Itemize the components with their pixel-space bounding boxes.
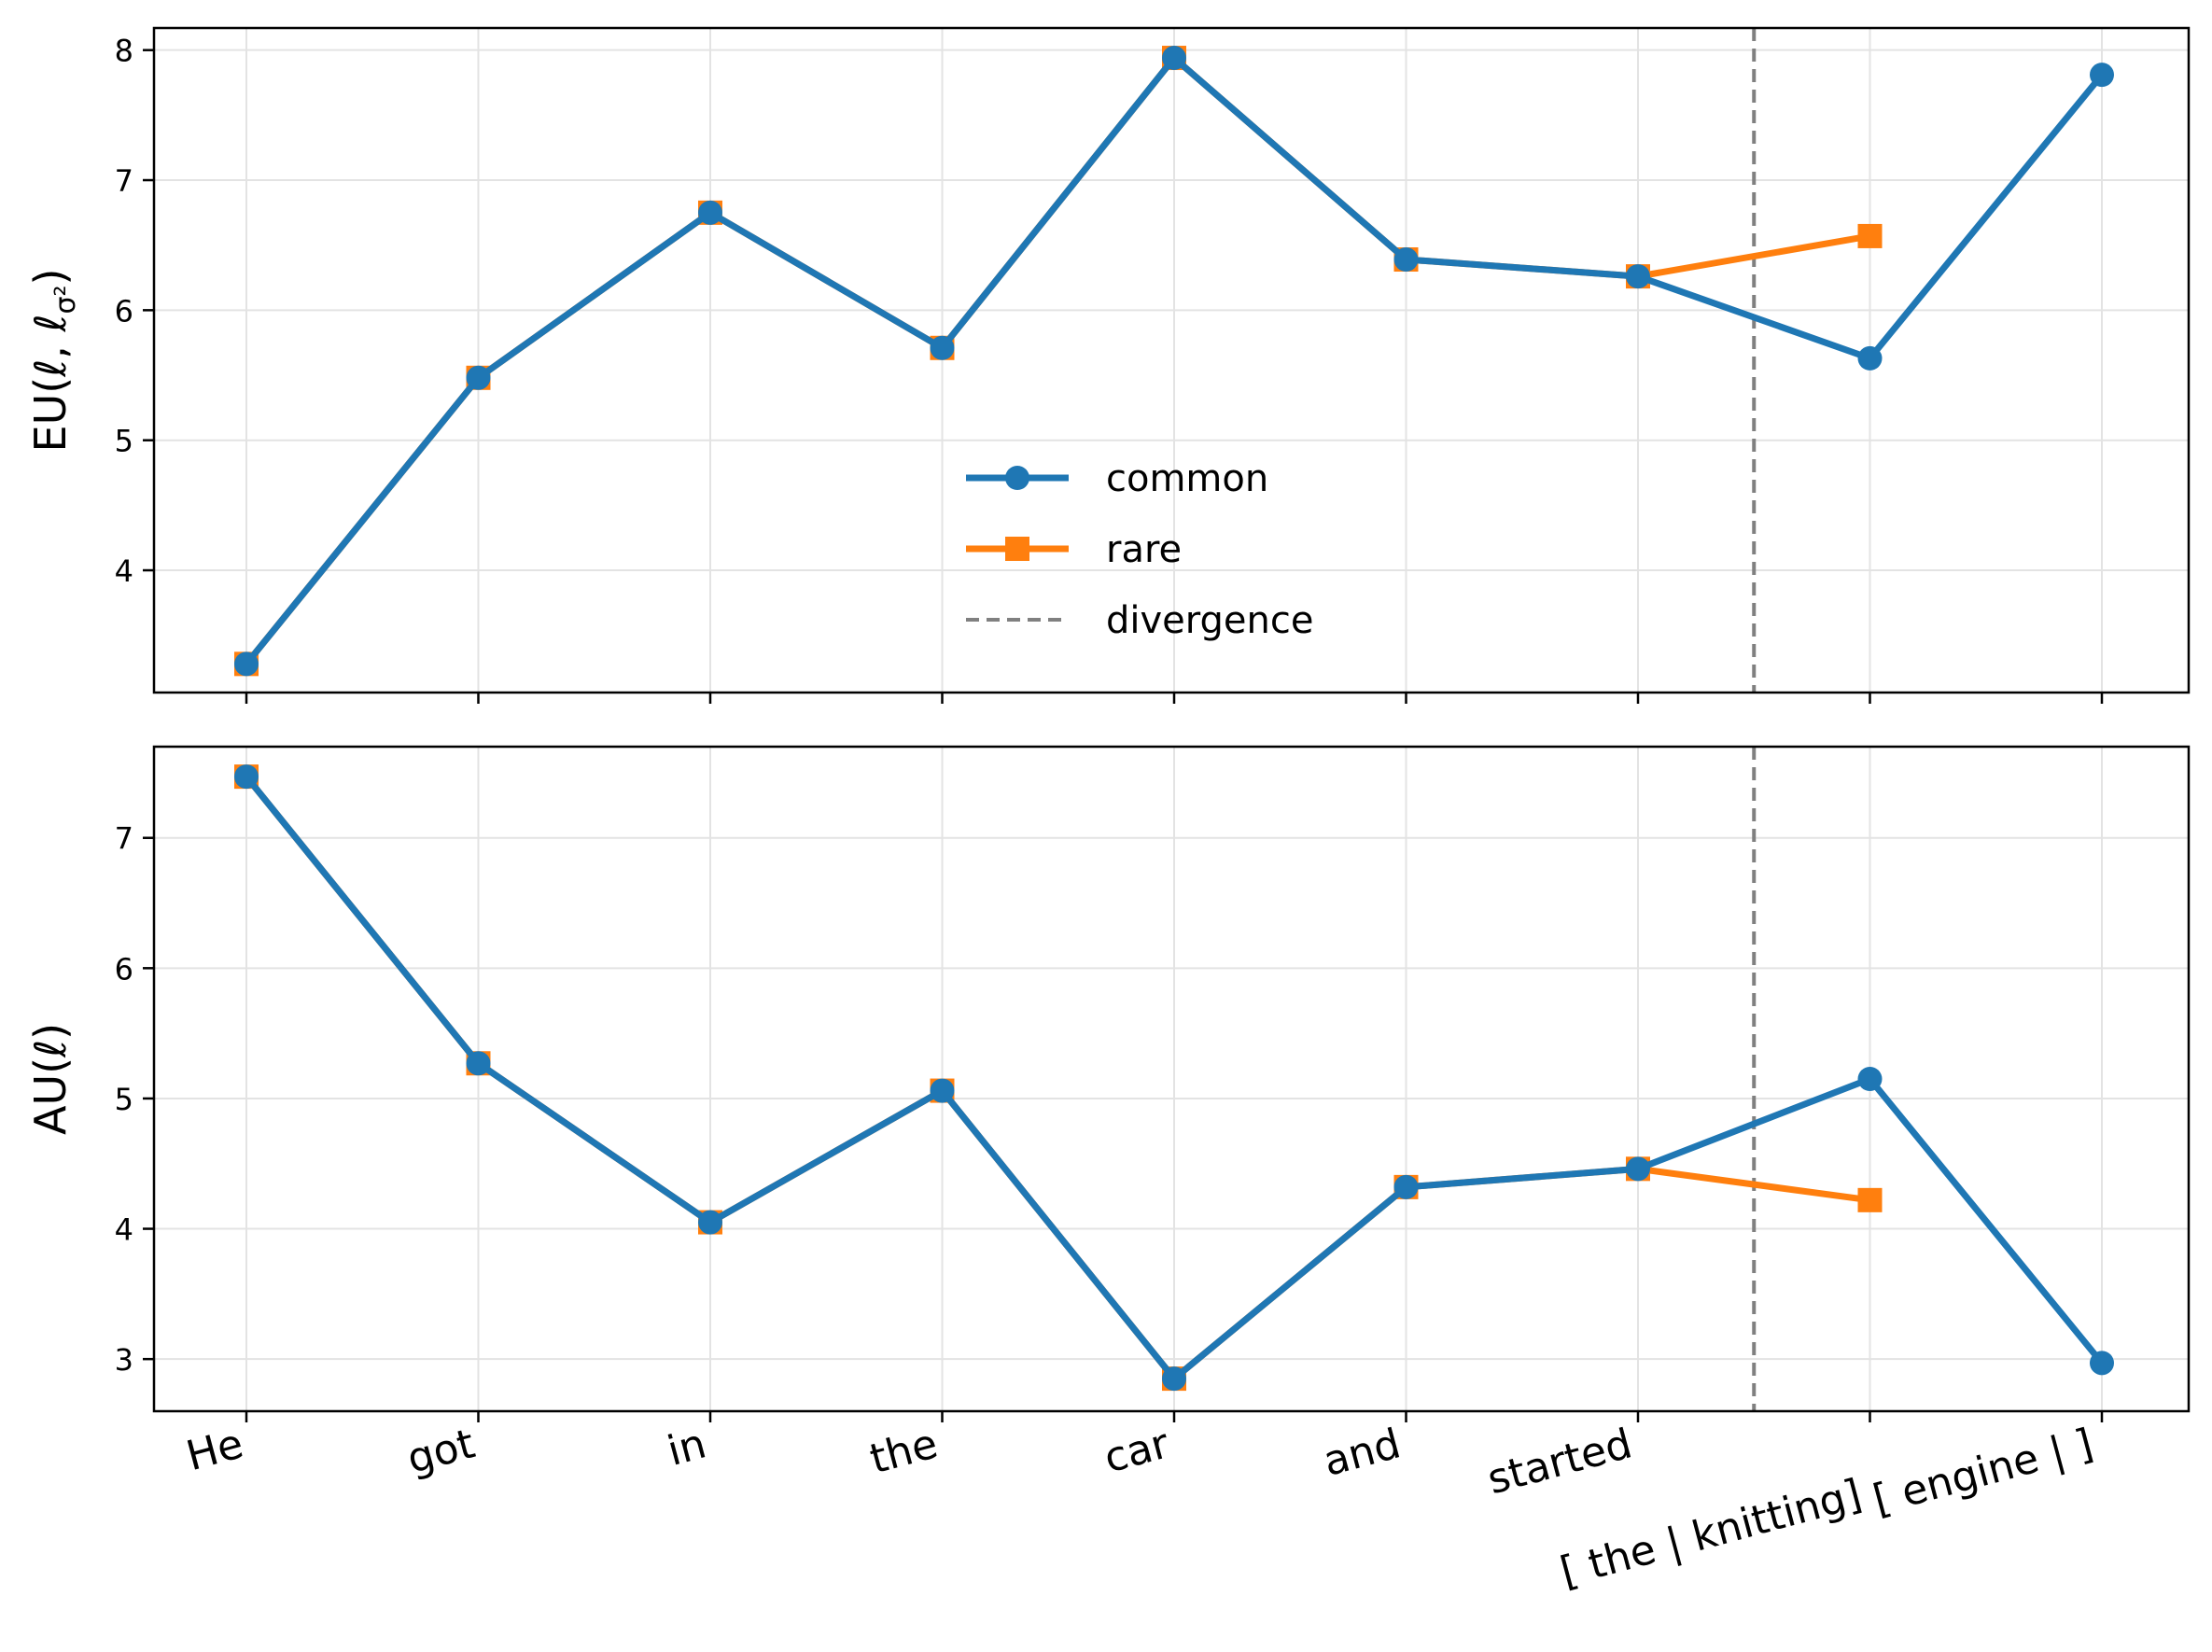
top-ytick-label: 5	[115, 424, 133, 459]
bot-common-marker	[466, 1051, 491, 1076]
bot-common-marker	[1393, 1174, 1419, 1199]
top-ytick-label: 6	[115, 293, 133, 329]
bottom-panel: 3 4 5 6 7 AU(ℓ) He got in the car and starte…	[25, 745, 2191, 1596]
top-rare-marker	[1857, 223, 1883, 248]
top-ytick-label: 8	[115, 34, 133, 69]
top-y-axis-title-close: )	[25, 269, 76, 286]
bot-ytick-label: 7	[115, 821, 133, 857]
top-axes-frame	[152, 26, 2191, 694]
bottom-gridlines	[154, 747, 2189, 1411]
x-tick-label-the-knitting: [ the | knitting]	[1555, 1470, 1866, 1596]
bot-ytick-label: 4	[115, 1212, 133, 1248]
bot-ytick-label: 5	[115, 1082, 133, 1117]
bot-rare-marker	[1857, 1187, 1883, 1212]
top-y-ticks: 4 5 6 7 8	[115, 34, 154, 589]
top-x-ticks	[245, 693, 2104, 704]
bot-ytick-label: 6	[115, 951, 133, 987]
bottom-series	[234, 764, 2114, 1392]
top-common-marker	[930, 335, 955, 360]
top-ytick-label: 7	[115, 163, 133, 199]
legend-rare-marker	[1005, 537, 1029, 561]
top-common-marker	[466, 365, 491, 390]
x-tick-label-started: started	[1483, 1420, 1637, 1504]
bot-common-marker	[1626, 1156, 1650, 1182]
top-gridlines	[154, 28, 2189, 693]
x-tick-label-car: car	[1099, 1420, 1175, 1482]
bot-common-marker	[234, 764, 259, 790]
top-common-marker	[1857, 345, 1883, 371]
x-tick-label-engine: [ engine | ]	[1869, 1420, 2098, 1524]
top-common-marker	[1393, 247, 1419, 273]
bot-common-marker	[930, 1078, 955, 1103]
top-y-axis-title-main: EU(ℓ, ℓ	[25, 315, 76, 453]
legend-common-marker	[1005, 466, 1029, 490]
top-y-axis-title-sub: σ²	[49, 285, 82, 314]
x-tick-label-the: the	[865, 1420, 943, 1483]
bottom-x-ticks	[245, 1411, 2104, 1422]
top-common-marker	[698, 200, 722, 225]
bot-common-marker	[698, 1210, 722, 1235]
x-tick-labels: He got in the car and started [ the | kn…	[182, 1420, 2098, 1596]
top-ytick-label: 4	[115, 553, 133, 589]
bottom-axes-frame	[152, 745, 2191, 1413]
bottom-y-axis-title: AU(ℓ)	[25, 1023, 76, 1135]
top-y-axis-title: EU(ℓ, ℓσ²)	[25, 269, 82, 453]
bot-common-marker	[2090, 1351, 2114, 1376]
top-series	[234, 46, 2114, 677]
x-tick-label-got: got	[402, 1420, 480, 1483]
legend-common-label: common	[1106, 457, 1268, 500]
x-tick-label-and: and	[1319, 1420, 1406, 1486]
top-common-marker	[1626, 264, 1650, 289]
bot-common-marker	[1162, 1366, 1186, 1392]
bot-ytick-label: 3	[115, 1342, 133, 1378]
top-common-marker	[1162, 46, 1186, 71]
legend-divergence-label: divergence	[1106, 599, 1313, 642]
legend-rare-label: rare	[1106, 528, 1182, 571]
top-common-marker	[2090, 63, 2114, 88]
legend: common rare divergence	[966, 457, 1313, 642]
top-common-marker	[234, 651, 259, 677]
x-tick-label-he: He	[182, 1420, 248, 1480]
x-tick-label-in: in	[663, 1420, 711, 1476]
bot-rare-line	[244, 774, 1870, 1382]
bot-common-marker	[1857, 1067, 1883, 1091]
top-panel: 4 5 6 7 8 EU(ℓ, ℓσ²) common rare divergence	[25, 26, 2191, 704]
bottom-y-ticks: 3 4 5 6 7	[115, 821, 154, 1378]
top-rare-line	[244, 54, 1871, 666]
